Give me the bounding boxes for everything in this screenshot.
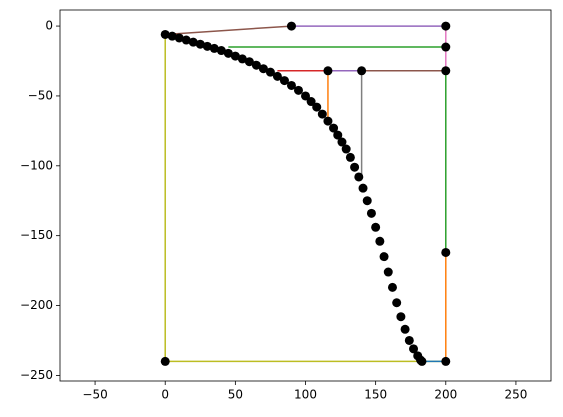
point [362,196,372,206]
point [223,48,233,58]
point [396,312,406,322]
point [160,29,170,39]
point [195,39,205,49]
x-tick-label: 100 [294,388,317,402]
point [375,236,385,246]
point [333,130,343,140]
point [358,183,368,193]
point [409,344,419,354]
point [258,64,268,74]
x-tick-label: 250 [504,388,527,402]
point [357,66,367,76]
point [265,67,275,77]
point [286,21,296,31]
point [237,54,247,64]
point [251,60,261,70]
point [354,172,364,182]
point [188,37,198,47]
point [350,162,360,172]
point [209,43,219,53]
plot-frame [59,9,552,382]
line-segment [165,25,292,36]
point [323,116,333,126]
point [441,21,451,31]
point [306,97,316,107]
x-tick-label: 50 [228,388,243,402]
y-tick-label: −250 [20,368,53,382]
point [293,85,303,95]
point [371,222,381,232]
point [286,80,296,90]
point [417,356,427,366]
y-tick-label: −200 [20,298,53,312]
point [441,66,451,76]
point [383,267,393,277]
y-tick-label: −100 [20,158,53,172]
point [366,208,376,218]
point [387,282,397,292]
point [392,298,402,308]
point [323,66,333,76]
x-tick-label: 0 [161,388,169,402]
point [345,152,355,162]
point [202,41,212,51]
point [337,137,347,147]
point [404,335,414,345]
point [329,123,339,133]
point [400,324,410,334]
point [441,356,451,366]
point [174,33,184,43]
point [301,91,310,101]
y-tick-label: 0 [45,19,53,33]
point [341,144,351,154]
y-tick-label: −50 [28,88,53,102]
point [160,356,170,366]
x-tick-label: −50 [82,388,107,402]
line-segment [164,34,446,363]
point [272,71,282,81]
y-tick-label: −150 [20,228,53,242]
point [244,57,254,67]
point [317,109,327,119]
point [379,252,389,262]
point [167,31,177,41]
point [441,42,451,52]
point [279,76,289,86]
point [230,51,240,61]
point [441,247,451,257]
point [312,102,322,112]
point [181,35,191,45]
point [216,46,226,56]
x-tick-label: 150 [364,388,387,402]
x-tick-label: 200 [434,388,457,402]
